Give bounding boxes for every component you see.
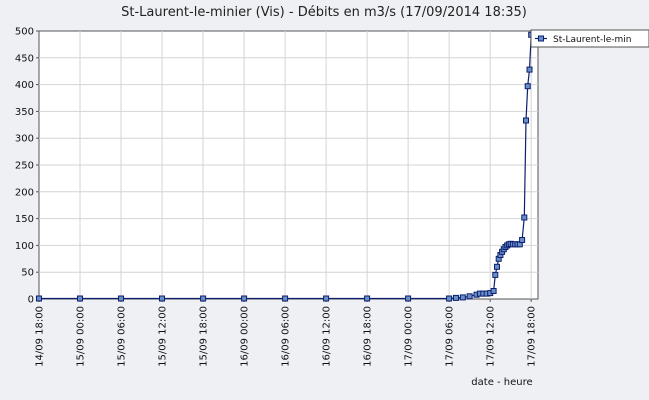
y-tick-label: 150 [15,214,34,225]
data-point [490,288,497,294]
data-point [77,295,83,302]
data-point [118,295,124,302]
data-point [453,294,459,301]
data-point [364,295,371,302]
y-tick-label: 0 [28,295,34,306]
x-tick-label: 15/09 18:00 [199,306,210,367]
x-tick-label: 17/09 12:00 [486,306,497,367]
data-point [466,293,473,300]
y-tick-label: 300 [15,134,34,145]
x-tick-label: 17/09 00:00 [404,306,415,367]
y-tick-label: 50 [21,268,34,279]
x-axis-label: date - heure [471,377,532,388]
series-layer [36,31,535,302]
y-axis-ticks: 0 50 100 150 200 250 300 350 400 450 500 [15,27,39,306]
x-tick-label: 16/09 00:00 [240,306,251,367]
legend-marker [538,35,544,42]
x-tick-label: 17/09 18:00 [527,306,538,367]
grid [39,31,538,299]
data-point [159,295,165,302]
data-point [323,295,330,302]
data-point [521,214,528,221]
y-tick-label: 200 [15,187,34,198]
x-tick-label: 15/09 00:00 [76,306,87,367]
legend-box [530,29,649,48]
x-tick-label: 16/09 06:00 [281,306,292,367]
data-point [405,295,412,302]
data-point [523,117,529,124]
data-point [200,295,207,302]
data-point [241,295,248,302]
legend: St-Laurent-le-min [530,29,649,48]
x-tick-label: 15/09 06:00 [117,306,128,367]
data-point [446,295,453,302]
x-tick-label: 17/09 06:00 [445,306,456,367]
data-point [526,66,533,73]
data-point [492,271,499,278]
data-point [524,83,531,90]
legend-label: St-Laurent-le-min [553,35,632,45]
x-tick-label: 15/09 12:00 [158,306,169,367]
y-tick-label: 400 [15,80,34,91]
x-axis-ticks: 14/09 18:00 15/09 00:00 15/09 06:00 15/09 1… [35,299,538,367]
y-tick-label: 250 [15,161,34,172]
x-tick-label: 16/09 18:00 [363,306,374,367]
data-point [459,294,466,301]
data-point [494,263,500,270]
y-tick-label: 100 [15,241,34,252]
y-tick-label: 500 [15,27,34,38]
data-point [519,237,526,243]
x-tick-label: 16/09 12:00 [322,306,333,367]
data-point [282,295,289,302]
y-tick-label: 450 [15,53,34,64]
chart-title: St-Laurent-le-minier (Vis) - Débits en m… [121,5,527,20]
y-tick-label: 350 [15,107,34,118]
data-point [36,295,42,302]
x-tick-label: 14/09 18:00 [35,306,46,367]
